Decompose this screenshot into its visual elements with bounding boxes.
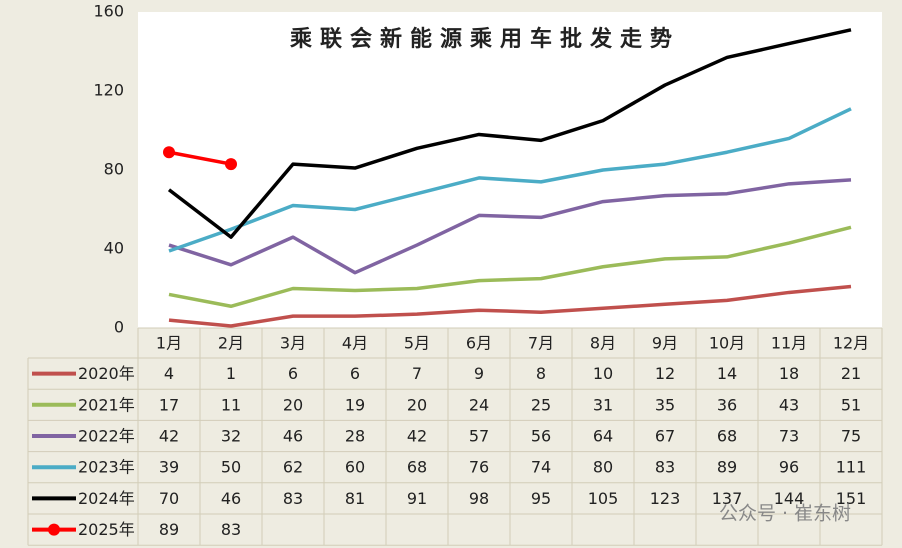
table-value: 20: [283, 395, 303, 414]
line: [168, 225, 852, 309]
x-tick-label: 1月: [156, 334, 182, 353]
table-value: 17: [159, 395, 179, 414]
table-value: 25: [531, 395, 551, 414]
line: [168, 107, 852, 253]
line: [168, 178, 852, 275]
table-value: 1: [226, 364, 236, 383]
watermark: 公众号 · 崔东树: [719, 503, 851, 525]
table-value: 60: [345, 458, 365, 477]
table-value: 68: [717, 427, 737, 446]
table-value: 43: [779, 395, 799, 414]
x-tick-label: 3月: [280, 334, 306, 353]
table-value: 80: [593, 458, 613, 477]
table-value: 98: [469, 489, 489, 508]
table-value: 91: [407, 489, 427, 508]
table-value: 35: [655, 395, 675, 414]
marker: [163, 146, 175, 159]
table-value: 73: [779, 427, 799, 446]
marker: [225, 158, 237, 171]
table-value: 31: [593, 395, 613, 414]
table-value: 32: [221, 427, 241, 446]
table-value: 18: [779, 364, 799, 383]
table-value: 111: [836, 458, 867, 477]
legend-label: 2021年: [78, 395, 135, 414]
x-tick-label: 10月: [709, 334, 745, 353]
table-value: 14: [717, 364, 737, 383]
table-value: 83: [221, 520, 241, 539]
table-value: 42: [407, 427, 427, 446]
table-value: 95: [531, 489, 551, 508]
table-value: 56: [531, 427, 551, 446]
x-tick-label: 9月: [652, 334, 678, 353]
table-value: 21: [841, 364, 861, 383]
x-tick-label: 4月: [342, 334, 368, 353]
table-value: 81: [345, 489, 365, 508]
legend-label: 2025年: [78, 520, 135, 539]
table-value: 105: [588, 489, 619, 508]
table-value: 42: [159, 427, 179, 446]
legend-label: 2024年: [78, 489, 135, 508]
chart-title: 乘联会新能源乘用车批发走势: [289, 26, 680, 52]
table-value: 64: [593, 427, 613, 446]
table-value: 20: [407, 395, 427, 414]
legend-label: 2020年: [78, 364, 135, 383]
table-value: 19: [345, 395, 365, 414]
table-value: 28: [345, 427, 365, 446]
table-value: 62: [283, 458, 303, 477]
legend-label: 2022年: [78, 427, 135, 446]
x-tick-label: 6月: [466, 334, 492, 353]
y-tick-label: 40: [104, 239, 124, 258]
x-tick-label: 11月: [771, 334, 807, 353]
table-value: 75: [841, 427, 861, 446]
table-value: 137: [712, 489, 743, 508]
table-value: 151: [836, 489, 867, 508]
table-value: 4: [164, 364, 174, 383]
table-value: 144: [774, 489, 805, 508]
table-value: 76: [469, 458, 489, 477]
table-value: 36: [717, 395, 737, 414]
plot-area: [138, 12, 882, 328]
table-value: 67: [655, 427, 675, 446]
legend-label: 2023年: [78, 458, 135, 477]
table-value: 7: [412, 364, 422, 383]
table-value: 89: [717, 458, 737, 477]
y-tick-label: 120: [93, 81, 124, 100]
x-tick-label: 8月: [590, 334, 616, 353]
y-tick-label: 160: [93, 2, 124, 21]
legend-marker: [48, 523, 60, 536]
y-tick-label: 80: [104, 160, 124, 179]
table-value: 46: [221, 489, 241, 508]
table-value: 83: [283, 489, 303, 508]
table-value: 6: [350, 364, 360, 383]
table-value: 83: [655, 458, 675, 477]
line: [168, 284, 852, 328]
table-value: 39: [159, 458, 179, 477]
x-tick-label: 12月: [833, 334, 869, 353]
table-value: 96: [779, 458, 799, 477]
x-tick-label: 7月: [528, 334, 554, 353]
table-value: 57: [469, 427, 489, 446]
x-tick-label: 5月: [404, 334, 430, 353]
table-value: 51: [841, 395, 861, 414]
table-value: 46: [283, 427, 303, 446]
line: [168, 150, 232, 166]
table-value: 11: [221, 395, 241, 414]
table-value: 8: [536, 364, 546, 383]
table-value: 9: [474, 364, 484, 383]
table-value: 74: [531, 458, 551, 477]
table-value: 6: [288, 364, 298, 383]
table-value: 10: [593, 364, 613, 383]
table-value: 24: [469, 395, 489, 414]
y-tick-label: 0: [114, 318, 124, 337]
line: [167, 28, 852, 239]
table-value: 70: [159, 489, 179, 508]
table-value: 68: [407, 458, 427, 477]
table-value: 123: [650, 489, 681, 508]
table-value: 50: [221, 458, 241, 477]
x-tick-label: 2月: [218, 334, 244, 353]
table-value: 89: [159, 520, 179, 539]
table-value: 12: [655, 364, 675, 383]
